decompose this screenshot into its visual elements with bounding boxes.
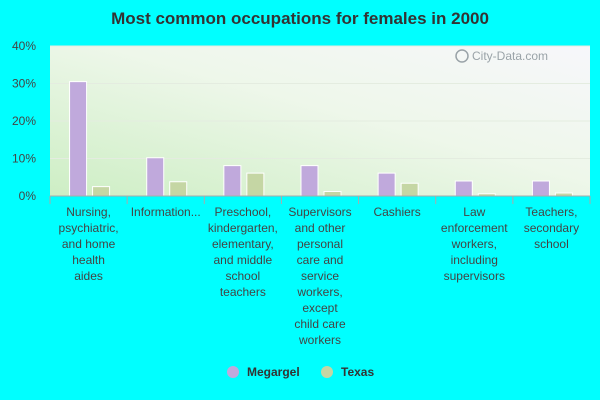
y-tick-label: 10% [12, 152, 36, 166]
chart-title: Most common occupations for females in 2… [111, 9, 489, 28]
x-tick-label: Teachers, secondary school [524, 205, 579, 251]
legend-label-texas: Texas [341, 365, 374, 379]
legend-swatch-texas [321, 366, 333, 378]
y-tick-label: 40% [12, 39, 36, 53]
y-tick-label: 30% [12, 77, 36, 91]
x-tick-label: Cashiers [373, 205, 420, 219]
x-tick-label: Law enforcement workers, including superviso… [441, 205, 508, 283]
x-tick-label: Preschool, kindergarten, elementary, and mi… [208, 205, 278, 299]
bar-texas-0 [92, 186, 111, 197]
y-tick-label: 20% [12, 114, 36, 128]
bar-texas-2 [246, 172, 265, 197]
legend: Megargel Texas [227, 365, 374, 379]
y-axis-ticks: 0% 10% 20% 30% 40% [12, 39, 36, 203]
bar-megargel-6 [531, 180, 550, 197]
bar-texas-1 [169, 181, 188, 197]
watermark-text: City-Data.com [472, 49, 548, 63]
bar-megargel-0 [69, 81, 88, 197]
bars [69, 81, 573, 197]
bar-megargel-1 [146, 157, 165, 197]
bar-texas-3 [323, 191, 342, 197]
x-tick-label: Nursing, psychiatric, and home health aides [59, 205, 119, 283]
bar-megargel-2 [223, 165, 242, 197]
watermark: City-Data.com [455, 49, 548, 63]
x-tick-label: Supervisors and other personal care and serv… [288, 205, 351, 347]
x-tick-label: Information... [131, 205, 201, 219]
bar-megargel-5 [454, 180, 473, 197]
grid [50, 45, 590, 159]
bar-megargel-3 [300, 165, 319, 197]
legend-swatch-megargel [227, 366, 239, 378]
bar-megargel-4 [377, 172, 396, 197]
bar-texas-4 [400, 182, 419, 197]
category-separators [49, 196, 591, 204]
y-tick-label: 0% [19, 189, 37, 203]
legend-label-megargel: Megargel [247, 365, 300, 379]
watermark-search-icon [455, 49, 469, 63]
x-axis-labels: Nursing, psychiatric, and home health aides I… [59, 205, 580, 347]
